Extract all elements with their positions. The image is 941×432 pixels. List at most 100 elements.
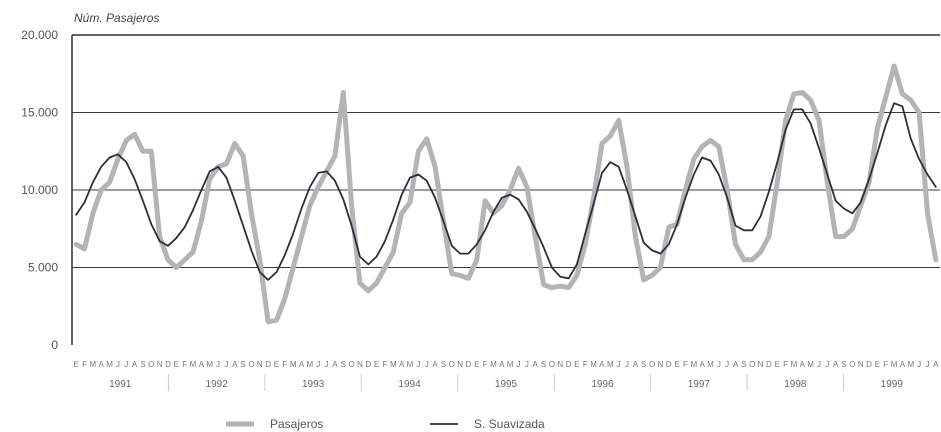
y-axis-ticks: 0 5.000 10.000 15.000 20.000 (21, 28, 58, 352)
month-tick-label: J (416, 360, 420, 369)
month-tick-label: M (106, 360, 113, 369)
month-tick-label: E (875, 360, 880, 369)
month-tick-label: M (807, 360, 814, 369)
month-tick-label: O (449, 360, 455, 369)
month-tick-label: A (800, 360, 806, 369)
month-tick-label: J (517, 360, 521, 369)
month-tick-label: S (841, 360, 846, 369)
month-tick-label: M (891, 360, 898, 369)
month-tick-label: M (490, 360, 497, 369)
month-tick-label: M (206, 360, 213, 369)
month-tick-label: O (849, 360, 855, 369)
month-tick-label: D (466, 360, 472, 369)
series-line-pasajeros (73, 63, 939, 325)
month-tick-label: O (649, 360, 655, 369)
month-tick-label: A (432, 360, 438, 369)
month-tick-label: S (441, 360, 446, 369)
month-tick-label: S (741, 360, 746, 369)
month-tick-label: M (707, 360, 714, 369)
month-tick-label: O (348, 360, 354, 369)
month-tick-label: A (900, 360, 906, 369)
month-tick-label: M (407, 360, 414, 369)
year-label: 1994 (398, 379, 421, 390)
y-tick-label: 20.000 (21, 28, 58, 42)
y-axis-label: Núm. Pasajeros (74, 11, 159, 25)
month-tick-label: O (148, 360, 154, 369)
month-tick-label: F (783, 360, 788, 369)
month-tick-label: M (791, 360, 798, 369)
month-tick-label: J (325, 360, 329, 369)
y-tick-label: 0 (51, 338, 58, 352)
month-tick-label: M (590, 360, 597, 369)
month-tick-label: J (316, 360, 320, 369)
month-tick-label: J (425, 360, 429, 369)
month-tick-label: J (224, 360, 228, 369)
month-tick-label: J (817, 360, 821, 369)
year-label: 1997 (688, 379, 711, 390)
month-tick-label: D (566, 360, 572, 369)
month-tick-label: J (617, 360, 621, 369)
month-tick-label: F (383, 360, 388, 369)
month-tick-label: E (174, 360, 179, 369)
month-tick-label: E (674, 360, 679, 369)
month-tick-label: E (574, 360, 579, 369)
month-tick-label: M (190, 360, 197, 369)
month-tick-label: M (507, 360, 514, 369)
month-tick-label: A (633, 360, 639, 369)
month-tick-label: M (290, 360, 297, 369)
series-lines (73, 63, 939, 325)
month-tick-label: F (82, 360, 87, 369)
month-tick-label: S (240, 360, 245, 369)
month-tick-label: F (583, 360, 588, 369)
month-tick-label: A (99, 360, 105, 369)
year-label: 1999 (881, 379, 904, 390)
month-tick-label: M (307, 360, 314, 369)
month-tick-label: S (341, 360, 346, 369)
month-tick-label: A (332, 360, 338, 369)
month-tick-label: A (199, 360, 205, 369)
month-tick-label: A (499, 360, 505, 369)
month-tick-label: S (641, 360, 646, 369)
month-tick-label: O (749, 360, 755, 369)
month-tick-label: M (690, 360, 697, 369)
month-tick-label: A (599, 360, 605, 369)
month-tick-label: A (733, 360, 739, 369)
month-tick-label: J (925, 360, 929, 369)
month-tick-label: A (299, 360, 305, 369)
month-tick-label: N (257, 360, 263, 369)
month-tick-label: N (157, 360, 163, 369)
month-tick-label: J (717, 360, 721, 369)
month-tick-label: D (766, 360, 772, 369)
month-tick-label: A (699, 360, 705, 369)
month-tick-label: D (165, 360, 171, 369)
month-tick-label: N (357, 360, 363, 369)
month-tick-label: D (866, 360, 872, 369)
month-tick-label: F (182, 360, 187, 369)
month-tick-label: J (825, 360, 829, 369)
month-tick-label: E (374, 360, 379, 369)
month-tick-label: J (725, 360, 729, 369)
month-tick-label: N (658, 360, 664, 369)
month-tick-label: J (124, 360, 128, 369)
month-tick-label: M (907, 360, 914, 369)
month-tick-label: M (90, 360, 97, 369)
series-line-suavizada (75, 102, 937, 281)
month-tick-label: F (683, 360, 688, 369)
month-tick-label: M (607, 360, 614, 369)
month-tick-label: J (525, 360, 529, 369)
month-tick-label: M (390, 360, 397, 369)
month-tick-label: D (365, 360, 371, 369)
month-tick-label: O (549, 360, 555, 369)
year-label: 1993 (302, 379, 325, 390)
month-tick-label: E (274, 360, 279, 369)
month-tick-label: S (541, 360, 546, 369)
year-label: 1996 (591, 379, 614, 390)
year-label: 1992 (206, 379, 229, 390)
grid-lines (71, 34, 940, 345)
legend: Pasajeros S. Suavizada (226, 417, 545, 431)
month-tick-label: N (858, 360, 864, 369)
month-tick-label: N (557, 360, 563, 369)
y-tick-label: 15.000 (21, 106, 58, 120)
month-tick-label: E (74, 360, 79, 369)
month-tick-label: N (758, 360, 764, 369)
